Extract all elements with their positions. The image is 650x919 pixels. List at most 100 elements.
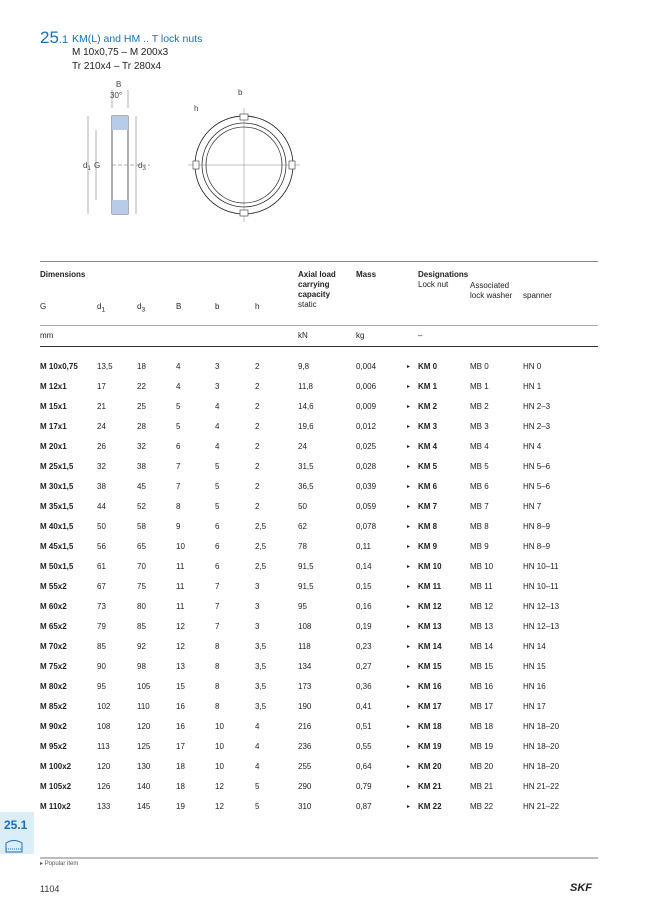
cell-lock-nut: KM 6 xyxy=(418,482,438,491)
unit-mm: mm xyxy=(40,331,54,340)
lock-nut-drawing: B 30° d1 G d3 b h xyxy=(83,80,300,222)
cell-d1: 13,5 xyxy=(97,362,113,371)
cell-d1: 44 xyxy=(97,502,106,511)
cell-lock-nut: KM 15 xyxy=(418,662,442,671)
cell-G: M 90x2 xyxy=(40,722,67,731)
cell-spanner: HN 0 xyxy=(523,362,542,371)
unit-dash: – xyxy=(418,331,423,340)
cell-d3: 32 xyxy=(137,442,146,451)
header-d1: d1 xyxy=(97,302,106,314)
cell-axial-load: 36,5 xyxy=(298,482,314,491)
cell-lock-nut: KM 16 xyxy=(418,682,442,691)
cell-lock-nut: KM 4 xyxy=(418,442,438,451)
cell-mass: 0,059 xyxy=(356,502,377,511)
popular-item-marker: ▸ xyxy=(407,484,411,490)
cell-B: 8 xyxy=(176,502,181,511)
cell-spanner: HN 5–6 xyxy=(523,482,551,491)
table-row: ▸ M 100x2 120 130 18 10 4 255 0,64 KM 20 MB 20 HN 1… xyxy=(0,762,650,782)
cell-d1: 133 xyxy=(97,802,111,811)
cell-spanner: HN 2–3 xyxy=(523,402,551,411)
label-d3: d3 xyxy=(138,161,146,172)
cell-d1: 90 xyxy=(97,662,106,671)
cell-d1: 67 xyxy=(97,582,106,591)
cell-mass: 0,11 xyxy=(356,542,371,551)
cell-lock-washer: MB 13 xyxy=(470,622,494,631)
cell-h: 2 xyxy=(255,422,260,431)
cell-d1: 108 xyxy=(97,722,111,731)
cell-axial-load: 290 xyxy=(298,782,312,791)
cell-axial-load: 310 xyxy=(298,802,312,811)
cell-d3: 110 xyxy=(137,702,150,711)
table-row: ▸ M 12x1 17 22 4 3 2 11,8 0,006 KM 1 MB 1 HN 1 xyxy=(0,382,650,402)
cell-spanner: HN 8–9 xyxy=(523,522,551,531)
cell-mass: 0,16 xyxy=(356,602,372,611)
cell-d1: 120 xyxy=(97,762,111,771)
cell-axial-load: 108 xyxy=(298,622,312,631)
cell-mass: 0,79 xyxy=(356,782,372,791)
cell-h: 2 xyxy=(255,462,260,471)
cell-G: M 80x2 xyxy=(40,682,67,691)
table-row: ▸ M 50x1,5 61 70 11 6 2,5 91,5 0,14 KM 10 MB 10 HN … xyxy=(0,562,650,582)
popular-item-marker: ▸ xyxy=(407,444,411,450)
page-title: KM(L) and HM .. T lock nuts xyxy=(72,33,203,45)
cell-lock-washer: MB 11 xyxy=(470,582,493,591)
cell-B: 12 xyxy=(176,622,185,631)
popular-item-marker: ▸ xyxy=(407,564,411,570)
cell-lock-nut: KM 19 xyxy=(418,742,442,751)
cell-d3: 85 xyxy=(137,622,146,631)
cell-d1: 26 xyxy=(97,442,106,451)
cell-lock-nut: KM 21 xyxy=(418,782,442,791)
cell-G: M 85x2 xyxy=(40,702,67,711)
cell-b: 8 xyxy=(215,642,220,651)
cell-lock-washer: MB 19 xyxy=(470,742,494,751)
cell-d3: 92 xyxy=(137,642,146,651)
cell-b: 8 xyxy=(215,702,220,711)
cell-spanner: HN 5–6 xyxy=(523,462,551,471)
header-dimensions: Dimensions xyxy=(40,270,86,279)
cell-mass: 0,012 xyxy=(356,422,377,431)
cell-B: 7 xyxy=(176,462,181,471)
cell-mass: 0,078 xyxy=(356,522,377,531)
table-row: ▸ M 75x2 90 98 13 8 3,5 134 0,27 KM 15 MB 15 HN 15 xyxy=(0,662,650,682)
cell-d1: 56 xyxy=(97,542,106,551)
unit-kN: kN xyxy=(298,331,308,340)
cell-spanner: HN 12–13 xyxy=(523,622,560,631)
cell-spanner: HN 15 xyxy=(523,662,546,671)
cell-G: M 55x2 xyxy=(40,582,67,591)
cell-mass: 0,41 xyxy=(356,702,372,711)
cell-lock-nut: KM 12 xyxy=(418,602,442,611)
cell-lock-nut: KM 10 xyxy=(418,562,442,571)
cell-lock-washer: MB 7 xyxy=(470,502,489,511)
cell-G: M 60x2 xyxy=(40,602,67,611)
cell-G: M 20x1 xyxy=(40,442,67,451)
cell-B: 4 xyxy=(176,362,181,371)
cell-axial-load: 134 xyxy=(298,662,312,671)
cell-d1: 61 xyxy=(97,562,106,571)
cell-spanner: HN 10–11 xyxy=(523,582,559,591)
popular-item-marker: ▸ xyxy=(407,384,411,390)
cell-G: M 65x2 xyxy=(40,622,67,631)
cell-b: 4 xyxy=(215,422,220,431)
cell-mass: 0,009 xyxy=(356,402,377,411)
popular-item-marker: ▸ xyxy=(407,584,411,590)
table-row: ▸ M 65x2 79 85 12 7 3 108 0,19 KM 13 MB 13 HN 12–13 xyxy=(0,622,650,642)
cell-d1: 50 xyxy=(97,522,106,531)
cell-lock-nut: KM 13 xyxy=(418,622,442,631)
cell-lock-washer: MB 20 xyxy=(470,762,494,771)
cell-lock-washer: MB 2 xyxy=(470,402,489,411)
popular-item-marker: ▸ xyxy=(407,784,411,790)
cell-axial-load: 24 xyxy=(298,442,307,451)
cell-b: 10 xyxy=(215,722,224,731)
label-B: B xyxy=(116,80,121,89)
cell-B: 15 xyxy=(176,682,185,691)
cell-h: 3 xyxy=(255,602,260,611)
cell-B: 5 xyxy=(176,402,181,411)
cell-d3: 22 xyxy=(137,382,146,391)
cell-d3: 105 xyxy=(137,682,151,691)
subtitle-line: Tr 210x4 – Tr 280x4 xyxy=(72,61,162,72)
cell-d1: 38 xyxy=(97,482,106,491)
cell-mass: 0,025 xyxy=(356,442,377,451)
side-tab-label: 25.1 xyxy=(4,818,28,832)
cell-B: 12 xyxy=(176,642,185,651)
cell-h: 2,5 xyxy=(255,522,267,531)
